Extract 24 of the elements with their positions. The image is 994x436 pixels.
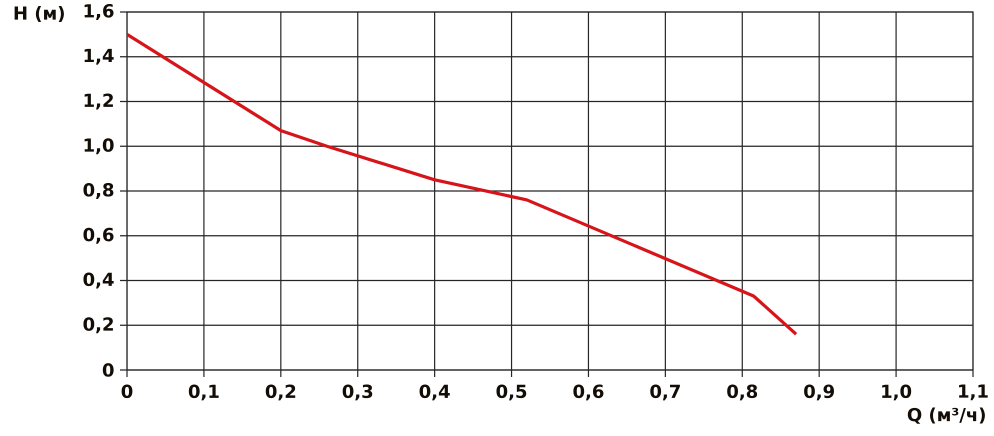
y-tick-label: 1,4 (84, 48, 114, 65)
x-tick-label: 1,1 (959, 384, 988, 400)
x-tick-label: 0,6 (573, 384, 604, 400)
y-tick-label: 0,6 (83, 228, 114, 244)
x-tick-label: 1,0 (882, 384, 912, 400)
x-tick-label: 0,9 (804, 384, 834, 400)
x-tick-label: 0,3 (342, 384, 372, 400)
y-tick-label: 0 (102, 363, 114, 377)
x-tick-label: 0,7 (650, 384, 680, 400)
y-tick-label: 1,0 (84, 138, 114, 154)
y-tick-label: 0,4 (83, 272, 114, 288)
line-series (125, 32, 798, 336)
y-axis-title: H (м) (14, 6, 64, 22)
y-tick-label: 1,6 (84, 4, 114, 20)
y-tick-label: 0,2 (83, 317, 113, 334)
x-tick-label: 0,2 (266, 384, 296, 400)
x-axis-title: Q (м³/ч) (908, 408, 985, 424)
y-tick-label: 0,8 (83, 183, 114, 199)
x-tick-label: 0,4 (420, 384, 450, 400)
x-tick-label: 0 (122, 384, 132, 398)
x-tick-label: 0,8 (727, 384, 758, 400)
x-tick-label: 0,5 (496, 384, 526, 400)
x-tick-label: 0,1 (188, 384, 219, 400)
y-tick-label: 1,2 (84, 94, 113, 110)
